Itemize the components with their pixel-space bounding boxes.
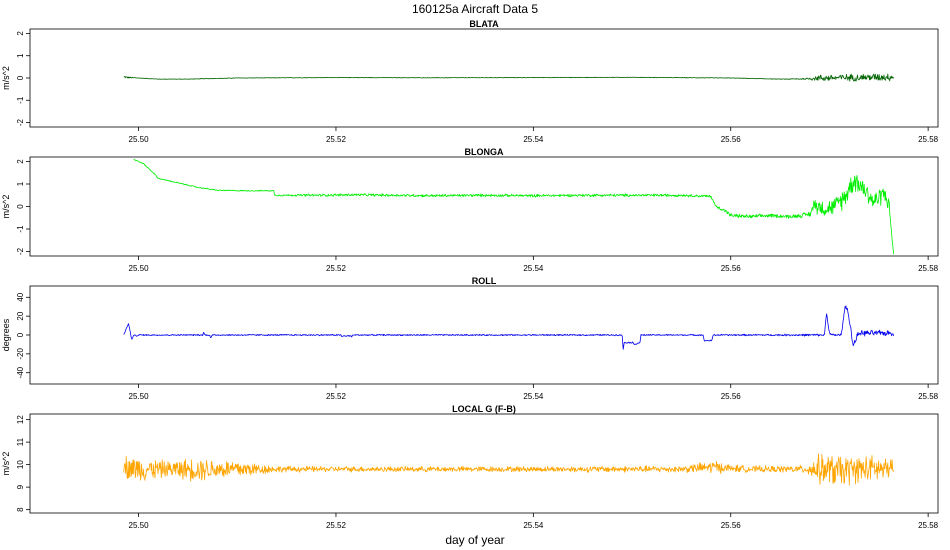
x-tick-label: 25.54 (523, 392, 544, 401)
x-tick-label: 25.54 (523, 264, 544, 273)
series-line (123, 73, 894, 82)
x-tick-label: 25.52 (326, 521, 347, 530)
x-tick-label: 25.56 (721, 135, 742, 144)
series-line (133, 158, 894, 255)
x-tick-label: 25.56 (721, 264, 742, 273)
x-tick-label: 25.50 (129, 264, 150, 273)
panel-title: LOCAL G (F-B) (452, 404, 516, 414)
y-axis-label: m/s^2 (1, 452, 11, 476)
y-tick-label: -1 (16, 96, 25, 104)
chart-panel-1: BLONGA m/s^2 -2 -1 0 1 2 25.50 25.52 25.54 25.56 25… (1, 147, 939, 273)
y-axis-label: m/s^2 (1, 66, 11, 90)
chart-panel-3: LOCAL G (F-B) m/s^2 8 9 10 11 12 25.50 25.52 25.5… (1, 404, 939, 530)
y-tick-label: -1 (16, 225, 25, 233)
y-tick-label: 1 (16, 181, 25, 186)
plot-frame (29, 156, 939, 257)
x-tick-label: 25.58 (918, 135, 939, 144)
y-tick-label: 0 (16, 204, 25, 209)
series-line (123, 305, 894, 350)
x-tick-label: 25.56 (721, 392, 742, 401)
y-tick-label: 40 (16, 292, 25, 301)
y-tick-label: 2 (16, 31, 25, 36)
y-tick-label: 12 (16, 415, 25, 424)
x-tick-label: 25.56 (721, 521, 742, 530)
x-tick-label: 25.50 (129, 135, 150, 144)
y-tick-label: -40 (16, 366, 25, 378)
y-tick-label: 20 (16, 311, 25, 320)
y-axis-label: degrees (1, 318, 11, 351)
x-tick-label: 25.52 (326, 264, 347, 273)
y-tick-label: 9 (16, 484, 25, 489)
y-tick-label: 1 (16, 53, 25, 58)
x-tick-label: 25.58 (918, 521, 939, 530)
x-tick-label: 25.54 (523, 135, 544, 144)
y-tick-label: -2 (16, 247, 25, 255)
chart-panel-0: BLATA m/s^2 -2 -1 0 1 2 25.50 25.52 25.54 25.56 25.… (1, 19, 939, 144)
y-axis-label: m/s^2 (1, 195, 11, 219)
chart-panel-2: ROLL degrees -40 -20 0 20 40 25.50 25.52 25.54 25.… (1, 276, 939, 401)
x-axis-label: day of year (445, 533, 504, 547)
x-tick-label: 25.52 (326, 392, 347, 401)
x-tick-label: 25.50 (129, 392, 150, 401)
y-tick-label: 0 (16, 332, 25, 337)
x-tick-label: 25.58 (918, 264, 939, 273)
plot-frame (29, 413, 939, 514)
figure-title: 160125a Aircraft Data 5 (412, 2, 538, 16)
y-tick-label: 2 (16, 159, 25, 164)
y-tick-label: 10 (16, 460, 25, 469)
y-tick-label: -2 (16, 118, 25, 126)
panel-title: BLONGA (465, 147, 504, 157)
series-line (123, 453, 894, 486)
panel-title: ROLL (472, 276, 497, 286)
x-tick-label: 25.54 (523, 521, 544, 530)
y-tick-label: 8 (16, 507, 25, 512)
panel-title: BLATA (469, 19, 499, 29)
x-tick-label: 25.50 (129, 521, 150, 530)
y-tick-label: 0 (16, 75, 25, 80)
x-tick-label: 25.58 (918, 392, 939, 401)
x-tick-label: 25.52 (326, 135, 347, 144)
y-tick-label: 11 (16, 437, 25, 446)
y-tick-label: -20 (16, 348, 25, 360)
